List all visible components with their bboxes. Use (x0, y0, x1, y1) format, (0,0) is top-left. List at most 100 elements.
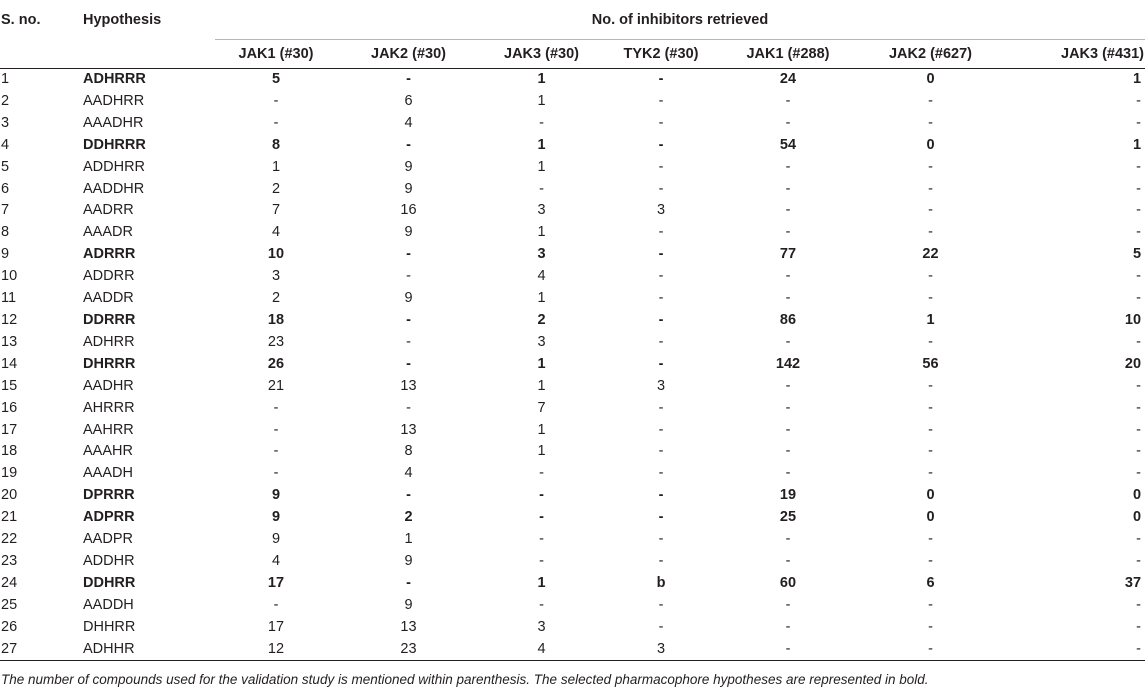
table-header: S. no. Hypothesis No. of inhibitors retr… (0, 0, 1145, 69)
value-cell: - (928, 596, 933, 613)
value-cell: 1 (537, 355, 546, 372)
value-cell: 2 (537, 311, 546, 328)
value-cell: 8 (404, 443, 413, 460)
value-cell: 17 (267, 574, 285, 591)
value-cell: 12 (215, 638, 337, 662)
value-cell: - (658, 465, 664, 482)
sno-cell: 10 (1, 268, 18, 285)
hypothesis-cell: ADPRR (83, 509, 135, 526)
value-cell: - (406, 487, 411, 504)
value-cell: 9 (271, 509, 281, 526)
value-cell: 0 (1132, 509, 1142, 526)
value-cell: - (539, 531, 544, 548)
value-cell: - (928, 531, 933, 548)
value-cell: - (273, 114, 279, 131)
value-cell: 3 (537, 246, 546, 263)
value-cell: 5 (271, 71, 281, 87)
sno-cell: 22 (1, 531, 18, 548)
value-cell: 1 (926, 311, 935, 328)
value-cell: - (1136, 92, 1142, 109)
value-cell: 1 (537, 421, 546, 438)
value-cell: - (785, 443, 791, 460)
sno-cell: 5 (1, 158, 10, 175)
hypothesis-cell: AADHR (83, 377, 134, 394)
value-cell: 10 (267, 246, 285, 263)
hypothesis-cell: AAADHR (83, 114, 144, 131)
value-cell: - (539, 509, 544, 526)
sno-cell: 18 (1, 443, 18, 460)
hypothesis-cell: AADRR (83, 202, 134, 219)
value-cell: - (928, 443, 933, 460)
value-cell: 0 (1132, 487, 1142, 504)
value-cell: - (658, 421, 664, 438)
value-cell: 26 (267, 355, 285, 372)
value-cell: 142 (775, 355, 801, 372)
value-cell: - (406, 136, 411, 153)
value-cell: - (1136, 158, 1142, 175)
inhibitors-table: S. no. Hypothesis No. of inhibitors retr… (0, 0, 1145, 662)
value-cell: - (406, 333, 411, 350)
value-cell: - (658, 333, 664, 350)
value-cell: - (658, 180, 664, 197)
group-header: No. of inhibitors retrieved (215, 0, 1145, 40)
value-cell: - (1136, 465, 1142, 482)
hypothesis-cell: ADDRR (83, 268, 135, 285)
value-cell: 56 (922, 355, 939, 372)
value-cell: - (785, 180, 791, 197)
value-cell: 4 (404, 114, 413, 131)
value-cell: - (928, 224, 933, 241)
value-cell: - (658, 443, 664, 460)
value-cell: - (658, 531, 664, 548)
table-row: 3 AAADHR - 4 - - - - - (0, 113, 1145, 135)
value-cell: - (928, 333, 933, 350)
value-cell: - (658, 596, 664, 613)
value-cell: 9 (404, 224, 413, 241)
sno-cell: 20 (1, 487, 18, 504)
value-cell: - (658, 114, 664, 131)
value-cell: 77 (779, 246, 797, 263)
value-cell: 1 (537, 377, 546, 394)
table-row: 18 AAAHR - 8 1 - - - - (0, 441, 1145, 463)
sno-cell: 4 (1, 136, 10, 153)
sno-cell: 2 (1, 92, 10, 109)
value-cell: 8 (271, 136, 281, 153)
sno-cell: 27 (0, 638, 82, 662)
table-row: 6 AADDHR 2 9 - - - - - (0, 179, 1145, 201)
value-cell: 24 (779, 71, 797, 87)
value-cell: - (719, 638, 857, 662)
value-cell: 37 (1124, 574, 1142, 591)
value-cell: 0 (926, 487, 935, 504)
sno-cell: 11 (1, 290, 17, 307)
hypothesis-cell: AAAHR (83, 443, 133, 460)
value-cell: - (273, 421, 279, 438)
sno-cell: 16 (1, 399, 18, 416)
value-cell: - (1136, 377, 1142, 394)
sno-cell: 6 (1, 180, 10, 197)
value-cell: 13 (400, 618, 417, 635)
value-cell: 60 (779, 574, 797, 591)
sno-cell: 13 (1, 333, 18, 350)
value-cell: 3 (537, 333, 546, 350)
value-cell: - (928, 377, 933, 394)
value-cell: - (928, 290, 933, 307)
value-cell: - (785, 552, 791, 569)
value-cell: 4 (480, 638, 603, 662)
hypothesis-cell: DHRRR (83, 355, 136, 372)
value-cell: - (785, 399, 791, 416)
value-cell: 1 (537, 224, 546, 241)
value-cell: - (406, 268, 411, 285)
table-row: 13 ADHRR 23 - 3 - - - - (0, 332, 1145, 354)
hypothesis-cell: AADPR (83, 531, 133, 548)
hypothesis-cell: ADRRR (83, 246, 136, 263)
value-cell: - (857, 638, 1004, 662)
value-cell: - (539, 487, 544, 504)
value-cell: - (658, 311, 664, 328)
value-cell: - (928, 552, 933, 569)
table-row: 20 DPRRR 9 - - - 19 0 0 (0, 485, 1145, 507)
value-cell: - (658, 158, 664, 175)
sno-cell: 24 (1, 574, 18, 591)
hypothesis-cell: AADDHR (83, 180, 145, 197)
value-cell: - (1004, 638, 1145, 662)
value-cell: 22 (922, 246, 939, 263)
